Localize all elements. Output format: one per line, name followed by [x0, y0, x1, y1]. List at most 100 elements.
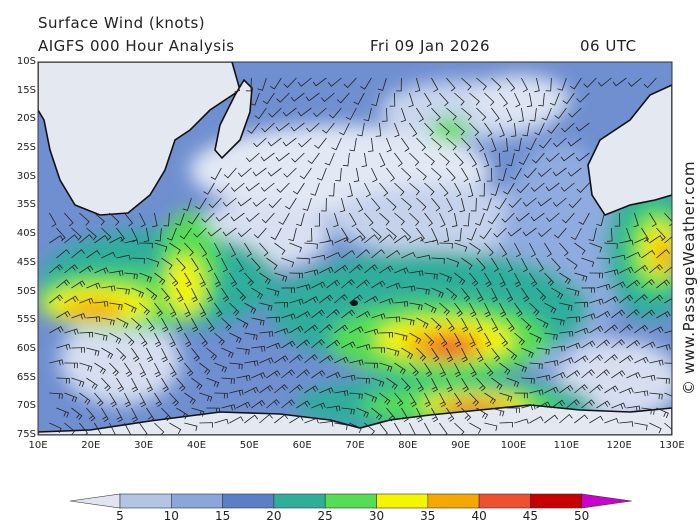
wind-barb — [649, 235, 664, 244]
wind-barb — [334, 356, 349, 364]
wind-barb — [367, 137, 374, 152]
wind-barb — [461, 77, 472, 91]
wind-barb — [278, 212, 290, 225]
wind-barb — [154, 332, 162, 348]
wind-barb — [71, 347, 85, 353]
wind-barb — [349, 212, 357, 228]
wind-barb — [139, 392, 147, 408]
wind-barb — [431, 407, 439, 423]
wind-barb — [244, 386, 259, 394]
wind-barb — [484, 122, 493, 137]
wind-barb — [310, 182, 320, 196]
wind-barb — [439, 302, 450, 316]
wind-barb — [274, 355, 289, 364]
wind-barb — [229, 389, 244, 396]
wind-barb — [161, 347, 168, 363]
wind-barb — [215, 212, 230, 222]
wind-barb — [184, 422, 198, 432]
wind-barb — [452, 212, 458, 228]
wind-barb — [306, 122, 320, 133]
wind-barb — [326, 371, 341, 379]
wind-barb — [506, 257, 513, 273]
wind-barb — [266, 257, 278, 270]
wind-barb — [386, 282, 401, 289]
wind-barb — [244, 242, 252, 257]
wind-barb — [446, 77, 456, 92]
wind-barb — [101, 377, 111, 392]
wind-barb — [521, 404, 536, 411]
wind-barb — [514, 302, 523, 317]
wind-barb — [439, 212, 446, 228]
wind-barb — [49, 264, 63, 274]
wind-barb — [221, 404, 236, 411]
wind-barb — [199, 302, 207, 318]
wind-barb — [454, 242, 468, 252]
wind-barb — [454, 272, 466, 286]
wind-barb — [245, 152, 260, 163]
wind-barb — [431, 377, 438, 393]
wind-barb — [641, 374, 656, 381]
wind-barb — [569, 77, 582, 90]
wind-barb — [341, 227, 349, 242]
wind-barb — [260, 182, 275, 192]
wind-barb — [109, 392, 117, 408]
wind-barb — [416, 347, 427, 362]
wind-barb — [253, 137, 267, 148]
wind-barb — [116, 254, 131, 261]
wind-barb — [634, 264, 649, 274]
wind-barb — [394, 392, 404, 407]
wind-barb — [484, 242, 494, 257]
wind-barb — [596, 212, 605, 227]
wind-barb — [71, 407, 83, 421]
wind-barb — [439, 362, 447, 378]
wind-barb — [414, 77, 421, 93]
wind-barb — [551, 317, 565, 326]
wind-barb — [544, 414, 559, 424]
wind-barb — [416, 227, 425, 242]
wind-barb — [619, 421, 634, 427]
wind-barb — [560, 152, 575, 162]
lat-label-70S: 70S — [16, 400, 36, 412]
wind-barb — [394, 234, 409, 244]
wind-barb — [470, 197, 477, 212]
wind-barb — [155, 227, 162, 242]
wind-barb — [281, 399, 295, 409]
wind-barb — [266, 370, 281, 379]
wind-barb — [139, 332, 148, 347]
wind-barb — [506, 287, 514, 303]
wind-barb — [276, 182, 290, 193]
wind-barb — [146, 347, 154, 363]
wind-barb — [611, 370, 626, 379]
colorbar-label-30: 30 — [368, 509, 385, 523]
wind-barb — [476, 107, 487, 121]
wind-barb — [581, 369, 595, 379]
wind-barb — [664, 298, 672, 304]
wind-barb — [143, 227, 150, 243]
wind-barb — [561, 212, 575, 224]
wind-barb — [342, 152, 350, 167]
wind-barb — [124, 392, 131, 408]
wind-barb — [356, 279, 370, 289]
wind-barb — [244, 360, 259, 367]
wind-barb — [552, 197, 567, 207]
wind-barb — [236, 347, 250, 355]
wind-barb — [251, 287, 264, 300]
wind-barb — [161, 407, 171, 422]
wind-barb — [476, 347, 484, 363]
wind-barb — [596, 339, 610, 349]
wind-barb — [562, 92, 575, 105]
wind-barb — [476, 77, 487, 91]
wind-barb — [643, 77, 657, 89]
lon-label-100E: 100E — [500, 440, 527, 451]
wind-barb — [245, 212, 260, 222]
wind-barb — [619, 387, 634, 394]
wind-barb — [289, 298, 304, 305]
wind-barb — [664, 330, 672, 334]
wind-barb — [207, 227, 222, 237]
wind-barb — [498, 167, 507, 182]
wind-barb — [482, 197, 492, 211]
wind-barb — [316, 167, 327, 181]
wind-barb — [191, 287, 198, 303]
wind-barb — [363, 107, 372, 122]
wind-barb — [184, 332, 192, 348]
